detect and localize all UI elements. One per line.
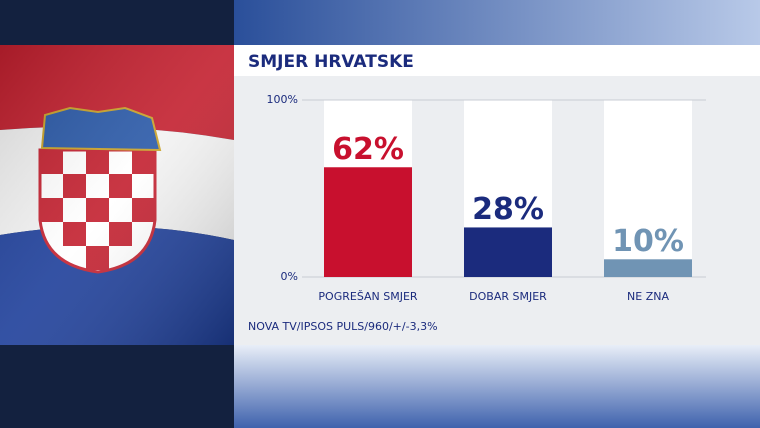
value-label: 62%	[332, 132, 404, 167]
value-label: 28%	[472, 192, 544, 227]
flag	[0, 45, 234, 345]
bar	[464, 227, 552, 277]
chart-title: SMJER HRVATSKE	[248, 52, 414, 72]
bottom-background	[234, 345, 760, 428]
bar	[324, 167, 412, 277]
source-note: NOVA TV/IPSOS PULS/960/+/-3,3%	[248, 320, 438, 333]
y-tick-label: 0%	[281, 270, 298, 283]
top-background	[234, 0, 760, 45]
y-tick-label: 100%	[267, 93, 298, 106]
x-tick-label: NE ZNA	[627, 290, 669, 303]
x-tick-label: POGREŠAN SMJER	[318, 290, 418, 303]
column-background	[604, 100, 692, 277]
bar	[604, 259, 692, 277]
title-bar	[234, 45, 760, 76]
value-label: 10%	[612, 224, 684, 259]
x-tick-label: DOBAR SMJER	[469, 290, 547, 303]
